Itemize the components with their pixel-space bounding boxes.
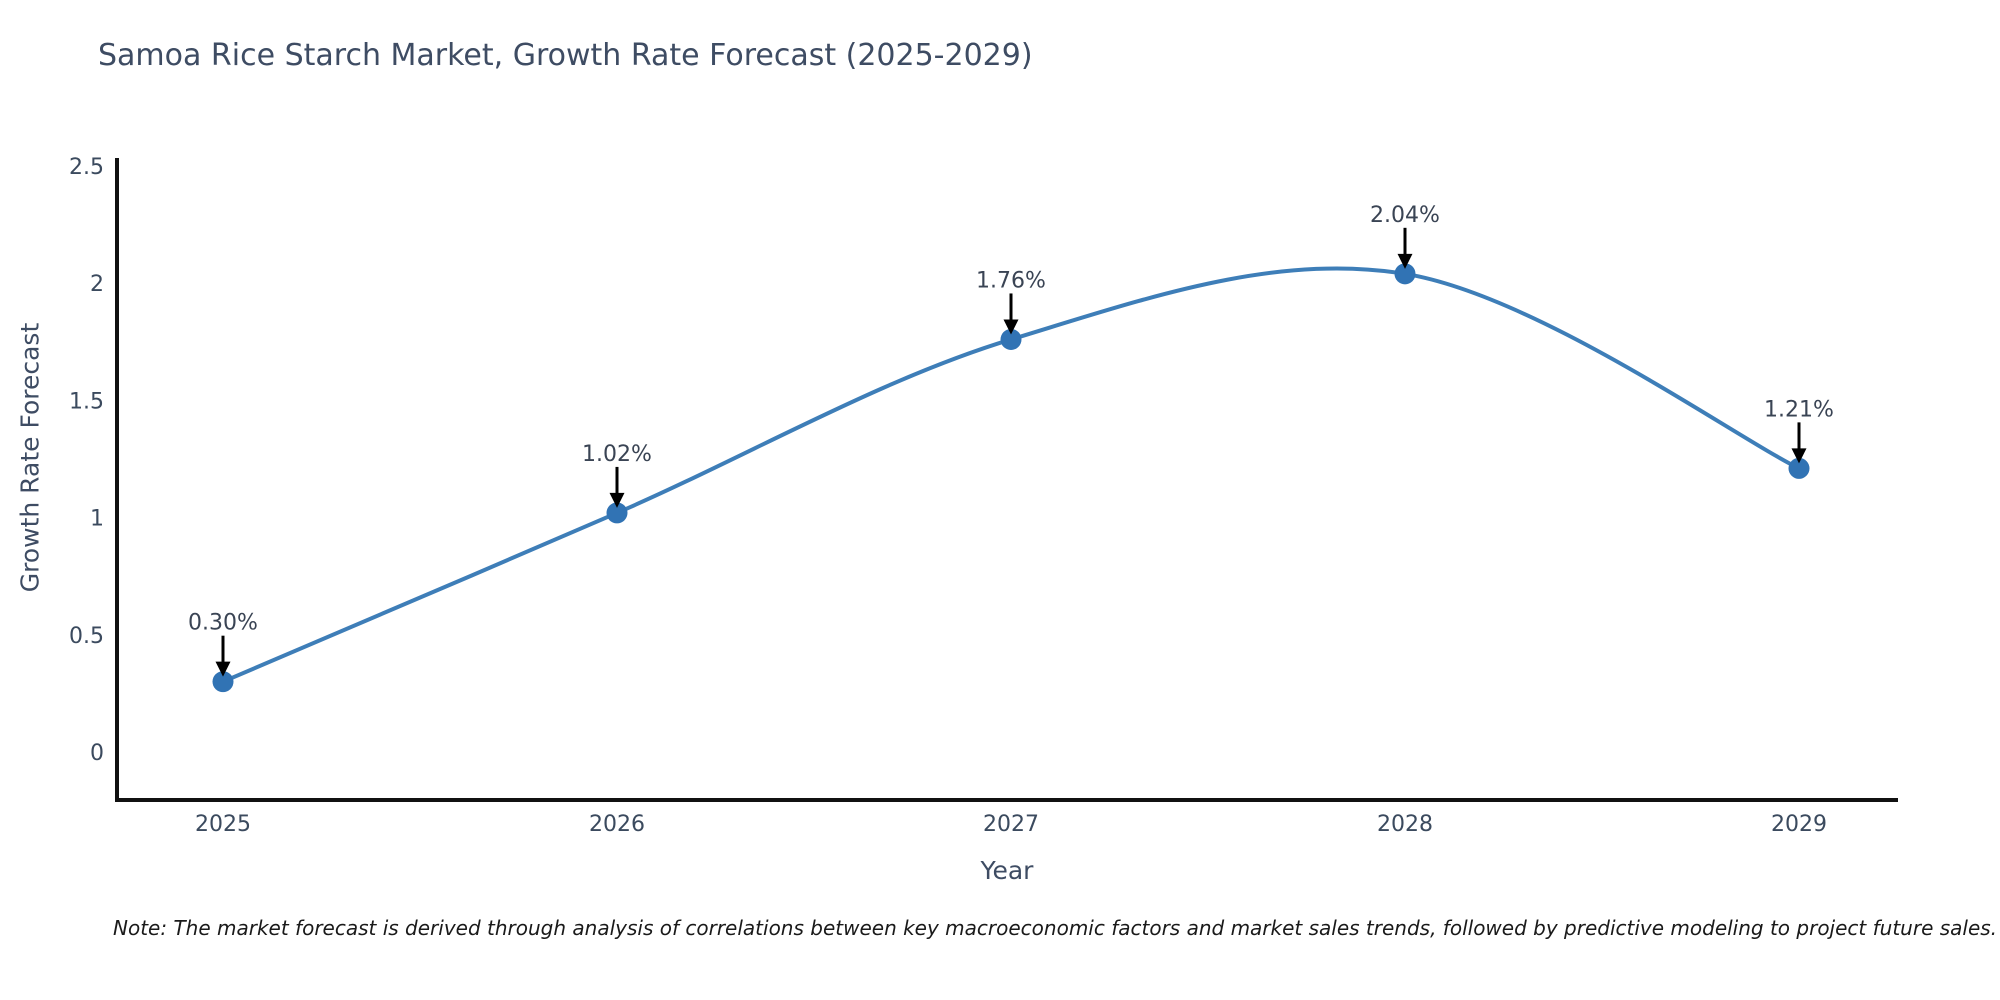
y-tick-label: 1.5 — [69, 389, 104, 414]
point-annotation: 2.04% — [1370, 203, 1440, 228]
annotation-arrowhead-icon — [609, 492, 625, 508]
point-annotation: 1.21% — [1764, 397, 1834, 422]
y-tick-label: 2 — [90, 272, 104, 297]
annotation-arrowhead-icon — [1397, 253, 1413, 269]
x-tick-label: 2029 — [1771, 812, 1827, 837]
point-annotation: 0.30% — [188, 611, 258, 636]
footnote: Note: The market forecast is derived thr… — [113, 916, 1998, 940]
x-tick-label: 2028 — [1377, 812, 1433, 837]
y-tick-label: 2.5 — [69, 155, 104, 180]
y-tick-label: 1 — [90, 507, 104, 532]
point-annotation: 1.02% — [582, 442, 652, 467]
x-tick-label: 2027 — [983, 812, 1039, 837]
annotation-arrowhead-icon — [215, 661, 231, 677]
data-point[interactable] — [606, 502, 628, 524]
chart-title: Samoa Rice Starch Market, Growth Rate Fo… — [98, 38, 1033, 73]
y-tick-label: 0.5 — [69, 624, 104, 649]
annotation-arrowhead-icon — [1791, 448, 1807, 464]
x-axis-title: Year — [980, 856, 1034, 885]
y-tick-label: 0 — [90, 741, 104, 766]
data-point[interactable] — [1000, 328, 1022, 350]
data-point[interactable] — [212, 671, 234, 693]
data-point[interactable] — [1788, 457, 1810, 479]
annotation-arrowhead-icon — [1003, 319, 1019, 335]
data-point[interactable] — [1394, 263, 1416, 285]
y-axis-title: Growth Rate Forecast — [15, 322, 45, 593]
x-tick-label: 2025 — [195, 812, 251, 837]
x-tick-label: 2026 — [589, 812, 645, 837]
point-annotation: 1.76% — [976, 268, 1046, 293]
